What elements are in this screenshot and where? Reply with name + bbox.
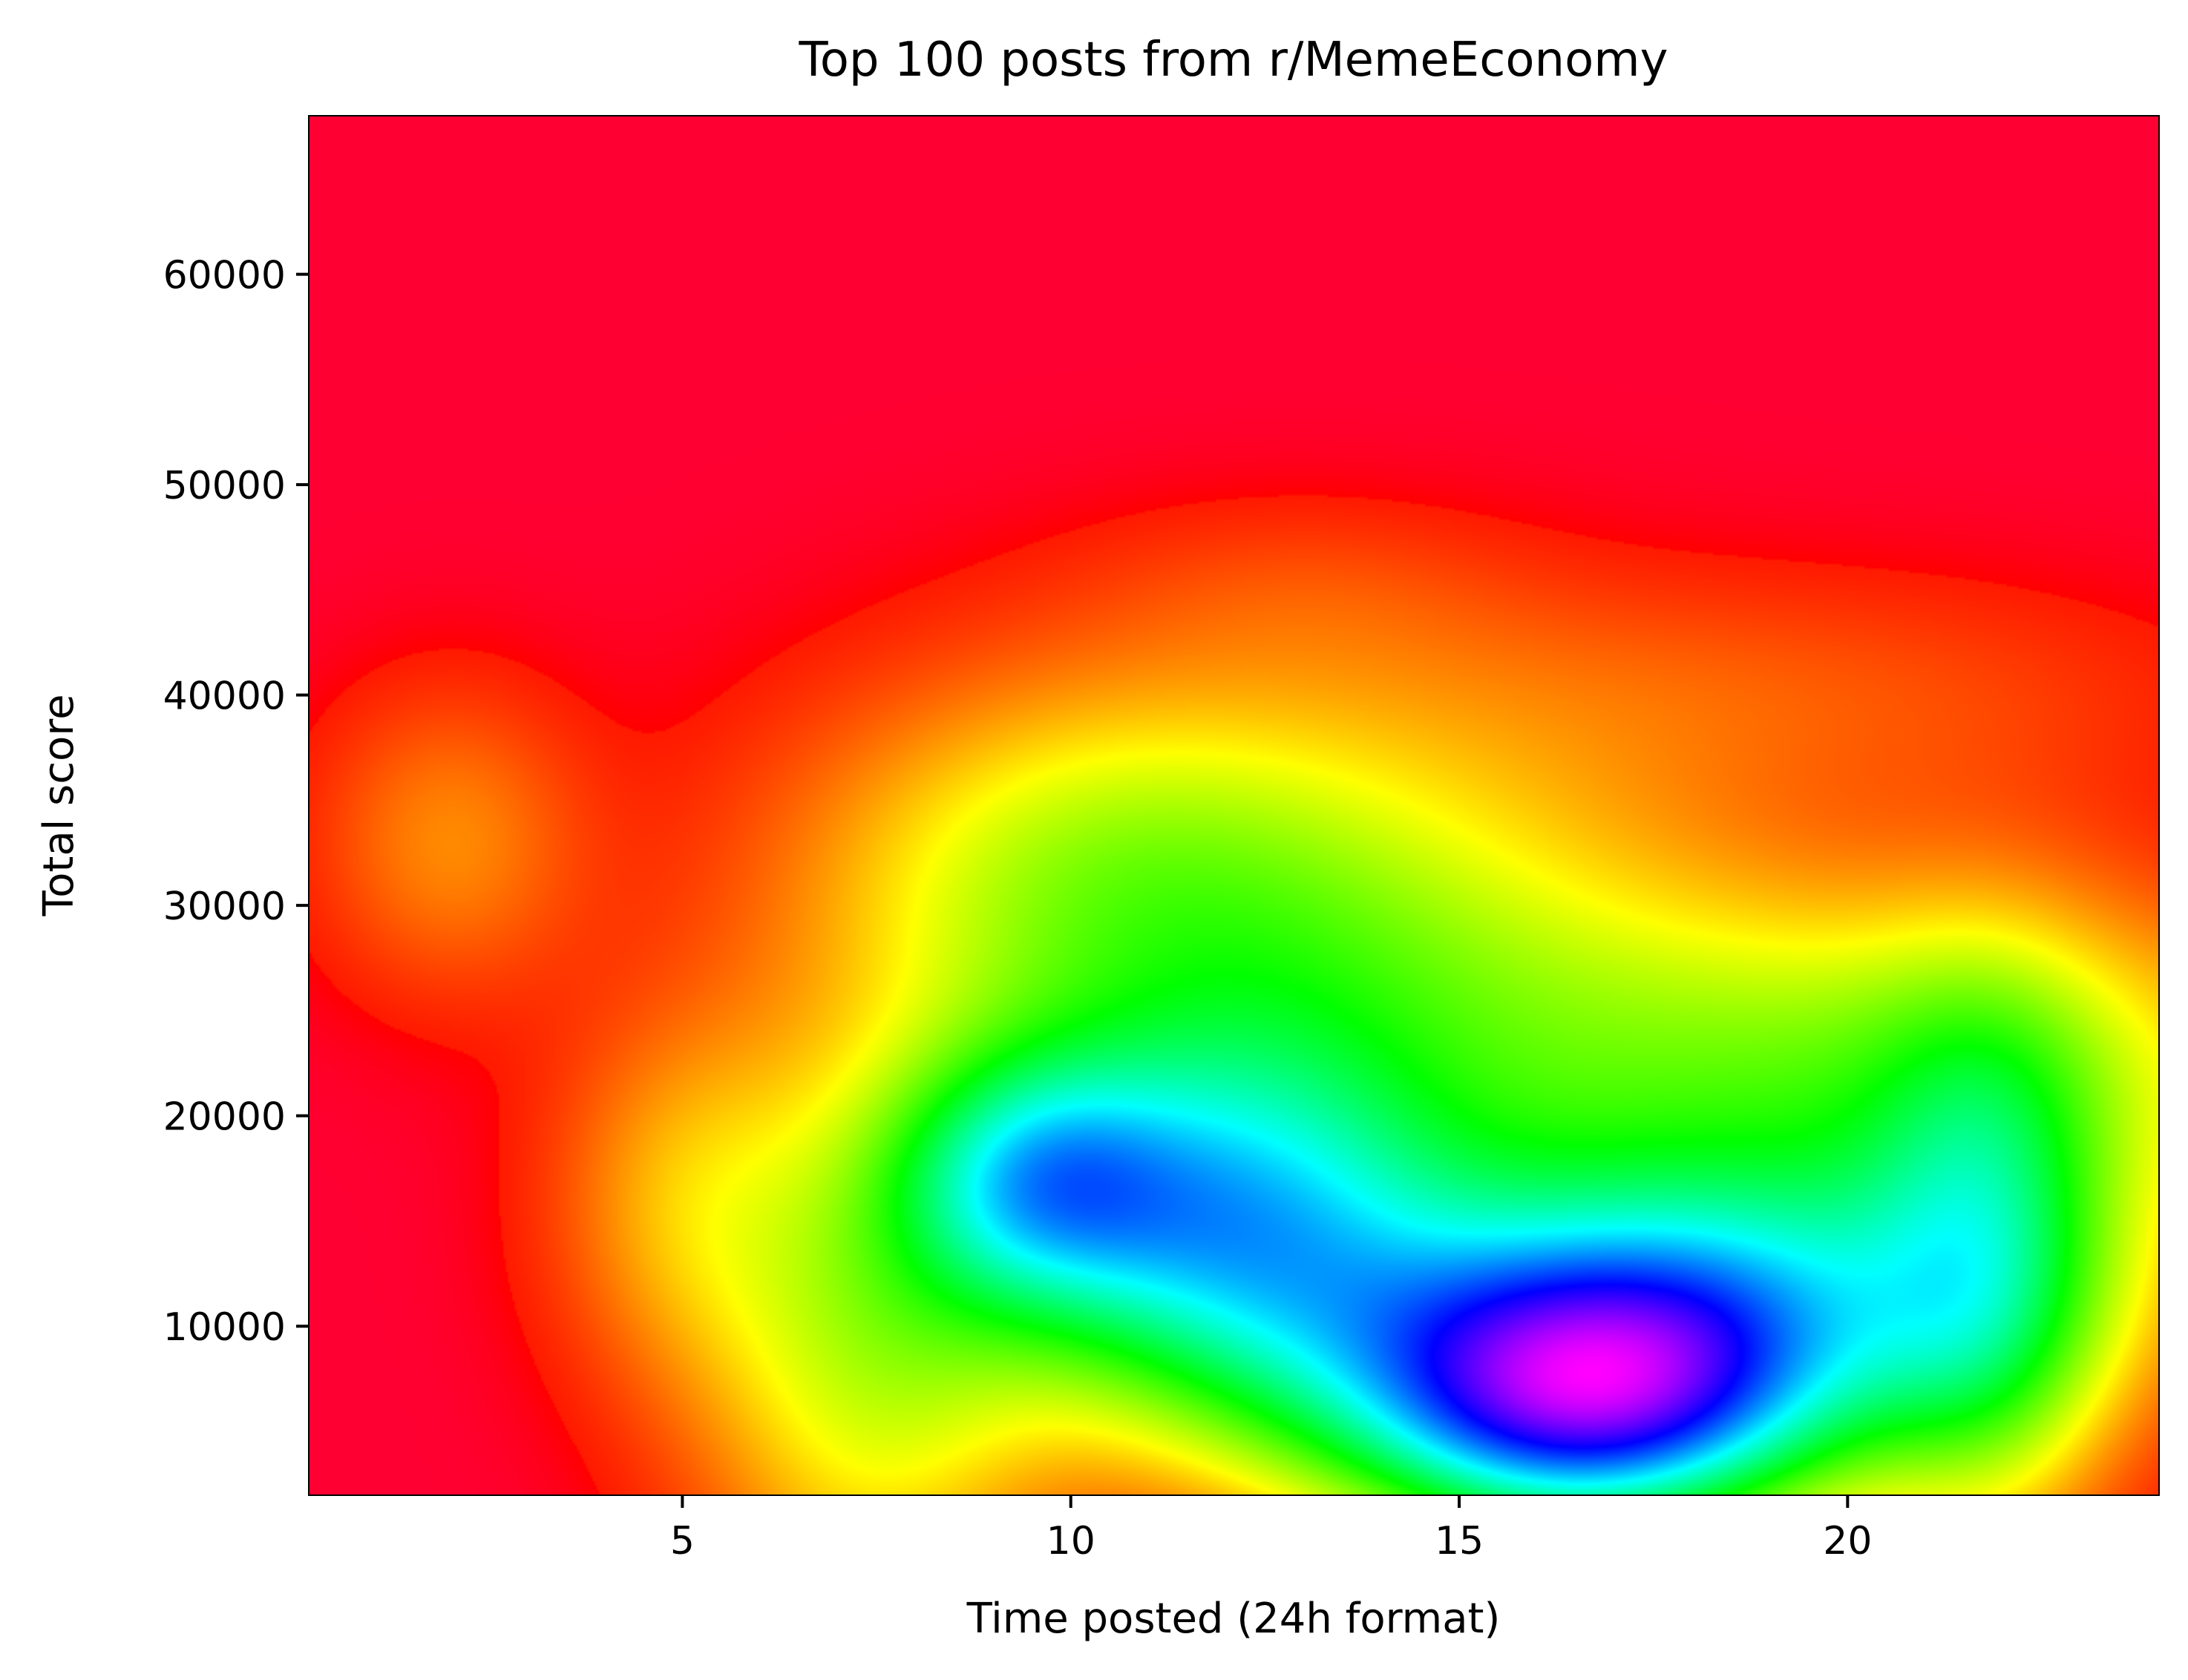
x-axis-ticks: 5 10 15 20 [670,1494,1872,1563]
y-tick-label: 30000 [163,885,286,929]
y-axis-label: Total score [35,694,83,916]
x-tick-label: 5 [670,1519,695,1563]
x-tick-label: 10 [1046,1519,1095,1563]
y-axis-ticks: 10000 20000 30000 40000 50000 60000 [163,254,309,1350]
y-tick-label: 50000 [163,464,286,508]
y-tick-label: 40000 [163,675,286,719]
x-axis-label: Time posted (24h format) [966,1595,1501,1643]
chart-title: Top 100 posts from r/MemeEconomy [799,33,1668,88]
x-tick-label: 20 [1823,1519,1872,1563]
density-heatmap [309,117,2158,1494]
y-tick-label: 60000 [163,254,286,298]
y-tick-label: 20000 [163,1095,286,1140]
x-tick-label: 15 [1435,1519,1484,1563]
y-tick-label: 10000 [163,1305,286,1350]
